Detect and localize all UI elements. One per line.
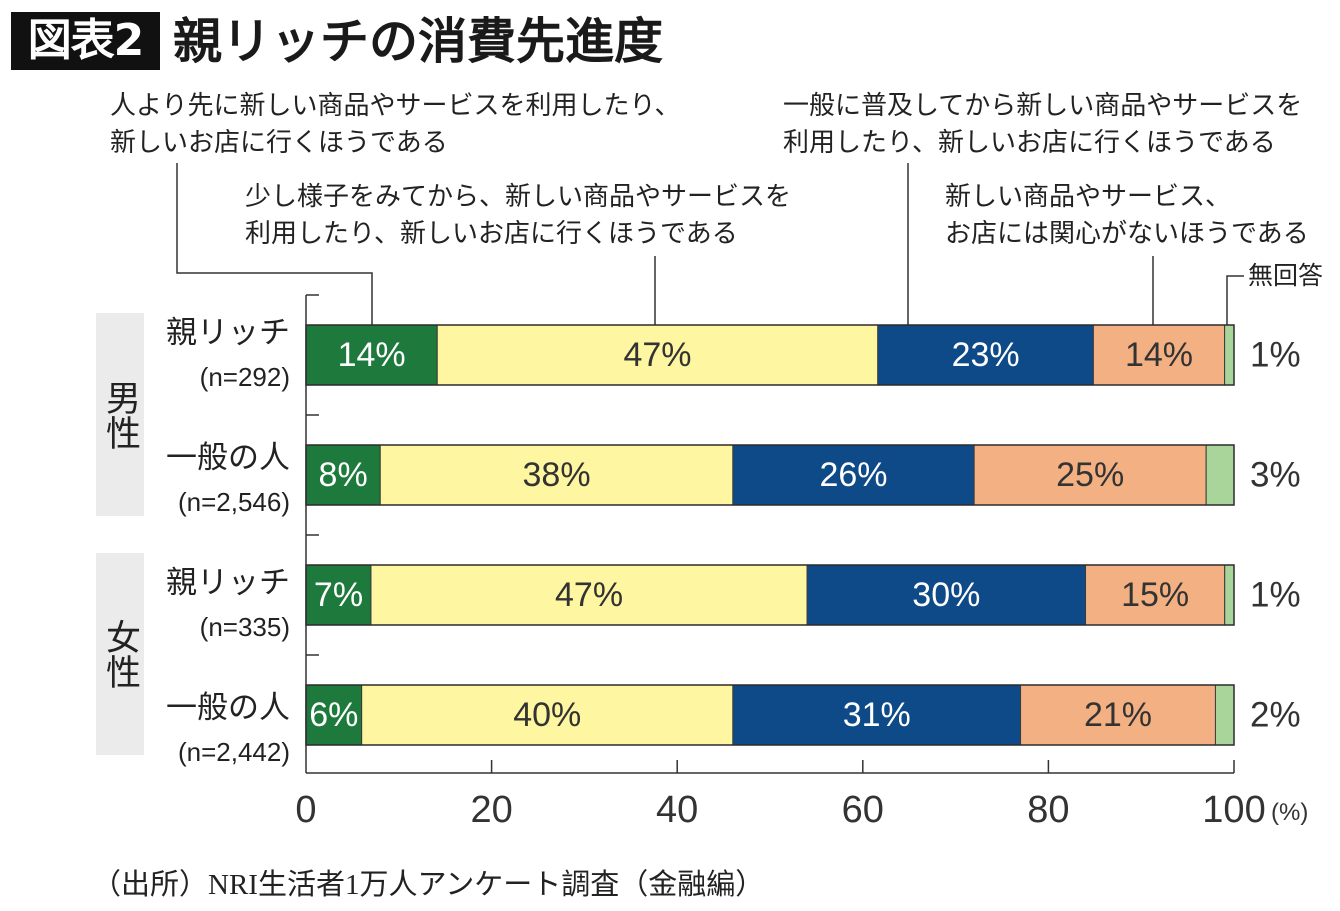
sample-size-label: (n=2,442) xyxy=(177,737,290,767)
callout-series-2: 少し様子をみてから、新しい商品やサービスを 利用したり、新しいお店に行くほうであ… xyxy=(245,182,792,249)
value-label-r1-s3: 23% xyxy=(952,336,1020,374)
x-tick-label-20: 20 xyxy=(470,789,512,831)
group-label: 男性 xyxy=(100,379,140,450)
category-label: 親リッチ xyxy=(166,315,290,351)
category-label: 一般の人 xyxy=(166,440,290,476)
bar-segment-r2-s3 xyxy=(732,444,975,506)
sample-size-label: (n=292) xyxy=(199,362,290,392)
group-label-box-female: 女性 xyxy=(96,553,144,755)
value-label-r4-s4: 21% xyxy=(1084,696,1152,734)
x-tick-label-80: 80 xyxy=(1027,789,1069,831)
value-label-r1-s5: 1% xyxy=(1250,336,1301,375)
value-label-r2-s1: 8% xyxy=(319,456,368,494)
sample-size-label: (n=2,546) xyxy=(177,487,290,517)
row-label-4: 一般の人 (n=2,442) xyxy=(100,686,290,774)
bar-segment-r4-s3 xyxy=(732,684,1022,746)
value-label-r2-s2: 38% xyxy=(523,456,591,494)
bars: 14% 47% 23% 14% 1% 8% 38% 26% 25% 3% 7% 47% 30% 15% 1%… xyxy=(305,324,1301,746)
group-label-box-male: 男性 xyxy=(96,313,144,516)
callout-series-3: 一般に普及してから新しい商品やサービスを 利用したり、新しいお店に行くほうである xyxy=(783,91,1303,158)
bar-row-4: 6% 40% 31% 21% 2% xyxy=(305,684,1301,746)
bar-segment-r3-s5 xyxy=(1224,564,1235,626)
x-tick-label-60: 60 xyxy=(842,789,884,831)
bar-segment-r1-s5 xyxy=(1224,324,1235,386)
callout-leaders xyxy=(176,163,1244,325)
callout-series-4: 新しい商品やサービス、 お店には関心がないほうである xyxy=(945,182,1309,249)
chart-title: 親リッチの消費先進度 xyxy=(173,13,664,70)
value-label-r3-s5: 1% xyxy=(1250,576,1301,615)
value-label-r3-s4: 15% xyxy=(1121,576,1189,614)
group-label: 女性 xyxy=(100,619,140,689)
value-label-r2-s4: 25% xyxy=(1056,456,1124,494)
value-label-r1-s2: 47% xyxy=(623,336,691,374)
bar-row-1: 14% 47% 23% 14% 1% xyxy=(305,324,1301,386)
leader-line-series-5 xyxy=(1226,275,1244,325)
value-label-r4-s3: 31% xyxy=(843,696,911,734)
value-label-r2-s3: 26% xyxy=(819,456,887,494)
bar-segment-r3-s1 xyxy=(305,564,372,626)
bar-row-2: 8% 38% 26% 25% 3% xyxy=(305,444,1301,506)
row-label-1: 親リッチ (n=292) xyxy=(100,311,290,399)
bar-segment-r1-s1 xyxy=(305,324,438,386)
value-label-r3-s1: 7% xyxy=(314,576,363,614)
row-label-2: 一般の人 (n=2,546) xyxy=(100,436,290,524)
value-label-r1-s1: 14% xyxy=(338,336,406,374)
callout-series-1: 人より先に新しい商品やサービスを利用したり、 新しいお店に行くほうである xyxy=(110,91,681,158)
value-label-r2-s5: 3% xyxy=(1250,456,1301,495)
value-label-r3-s3: 30% xyxy=(912,576,980,614)
x-tick-label-100: 100 xyxy=(1202,789,1265,831)
value-label-r1-s4: 14% xyxy=(1125,336,1193,374)
value-label-r4-s2: 40% xyxy=(513,696,581,734)
figure-number-badge: 図表2 xyxy=(11,12,160,70)
x-axis-unit: (%) xyxy=(1271,799,1308,826)
leader-line-series-1 xyxy=(176,163,373,325)
category-label: 親リッチ xyxy=(166,565,290,601)
x-tick-label-40: 40 xyxy=(656,789,698,831)
value-label-r4-s1: 6% xyxy=(309,696,358,734)
bar-segment-r4-s2 xyxy=(361,684,734,746)
bar-segment-r2-s4 xyxy=(973,444,1207,506)
category-label: 一般の人 xyxy=(166,690,290,726)
sample-size-label: (n=335) xyxy=(199,612,290,642)
bar-segment-r3-s3 xyxy=(806,564,1087,626)
bar-segment-r4-s5 xyxy=(1214,684,1235,746)
bar-segment-r3-s2 xyxy=(370,564,808,626)
x-tick-label-0: 0 xyxy=(295,789,316,831)
callout-series-5: 無回答 xyxy=(1248,261,1324,290)
bar-segment-r4-s1 xyxy=(305,684,363,746)
row-label-3: 親リッチ (n=335) xyxy=(100,561,290,649)
bar-row-3: 7% 47% 30% 15% 1% xyxy=(305,564,1301,626)
value-label-r3-s2: 47% xyxy=(555,576,623,614)
bar-segment-r2-s1 xyxy=(305,444,381,506)
value-label-r4-s5: 2% xyxy=(1250,696,1301,735)
axes: 0 20 40 60 80 100 (%) xyxy=(295,294,1308,831)
bar-segment-r2-s5 xyxy=(1205,444,1235,506)
bar-segment-r4-s4 xyxy=(1020,684,1216,746)
bar-segment-r2-s2 xyxy=(379,444,734,506)
source-note: （出所）NRI生活者1万人アンケート調査（金融編） xyxy=(92,869,765,901)
